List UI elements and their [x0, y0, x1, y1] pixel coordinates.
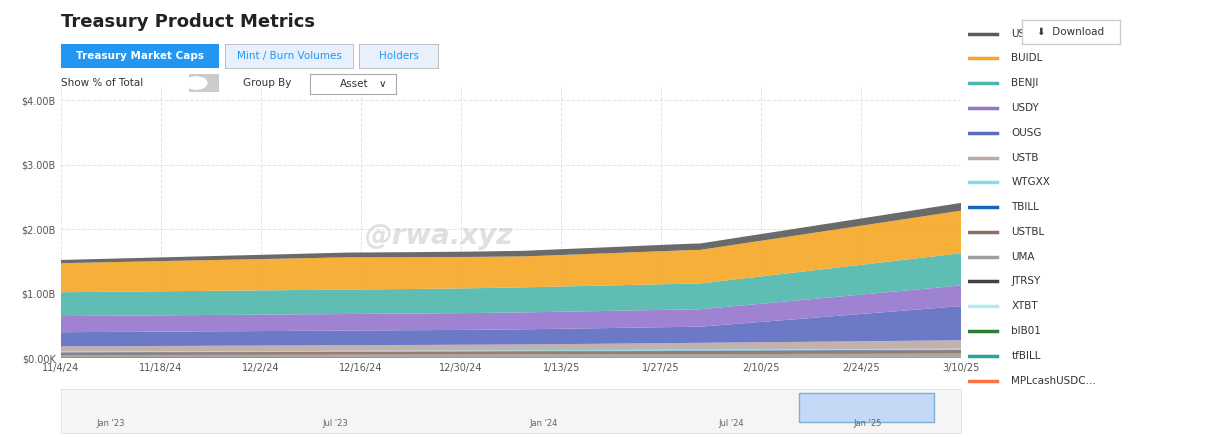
Text: OUSG: OUSG: [1011, 128, 1042, 138]
Text: tfBILL: tfBILL: [1011, 351, 1041, 361]
Text: @rwa.xyz: @rwa.xyz: [365, 222, 514, 250]
Text: USTB: USTB: [1011, 153, 1039, 163]
Text: Jan '24: Jan '24: [529, 419, 557, 428]
Text: Jul '24: Jul '24: [718, 419, 744, 428]
Text: USTBL: USTBL: [1011, 227, 1044, 237]
FancyBboxPatch shape: [800, 393, 935, 422]
Text: TBILL: TBILL: [1011, 202, 1039, 212]
Text: ⬇  Download: ⬇ Download: [1037, 27, 1105, 37]
Circle shape: [185, 77, 207, 89]
Text: bIB01: bIB01: [1011, 326, 1042, 336]
Text: BUIDL: BUIDL: [1011, 53, 1043, 63]
Text: USYC: USYC: [1011, 29, 1038, 38]
Text: USDY: USDY: [1011, 103, 1039, 113]
Text: MPLcashUSDC...: MPLcashUSDC...: [1011, 375, 1097, 385]
Text: XTBT: XTBT: [1011, 301, 1038, 311]
Text: Treasury Market Caps: Treasury Market Caps: [75, 51, 204, 61]
Text: Show % of Total: Show % of Total: [61, 78, 144, 88]
Text: JTRSY: JTRSY: [1011, 277, 1041, 286]
Text: UMA: UMA: [1011, 252, 1034, 262]
Text: Mint / Burn Volumes: Mint / Burn Volumes: [236, 51, 342, 61]
Text: Jul '23: Jul '23: [323, 419, 348, 428]
Text: Jan '23: Jan '23: [97, 419, 125, 428]
Text: ∨: ∨: [378, 79, 387, 89]
Text: Holders: Holders: [378, 51, 419, 61]
Text: WTGXX: WTGXX: [1011, 177, 1050, 187]
Text: Jan '25: Jan '25: [853, 419, 882, 428]
Text: Treasury Product Metrics: Treasury Product Metrics: [61, 13, 315, 31]
Text: BENJI: BENJI: [1011, 78, 1038, 88]
Text: Asset: Asset: [340, 79, 369, 89]
Text: Group By: Group By: [243, 78, 292, 88]
